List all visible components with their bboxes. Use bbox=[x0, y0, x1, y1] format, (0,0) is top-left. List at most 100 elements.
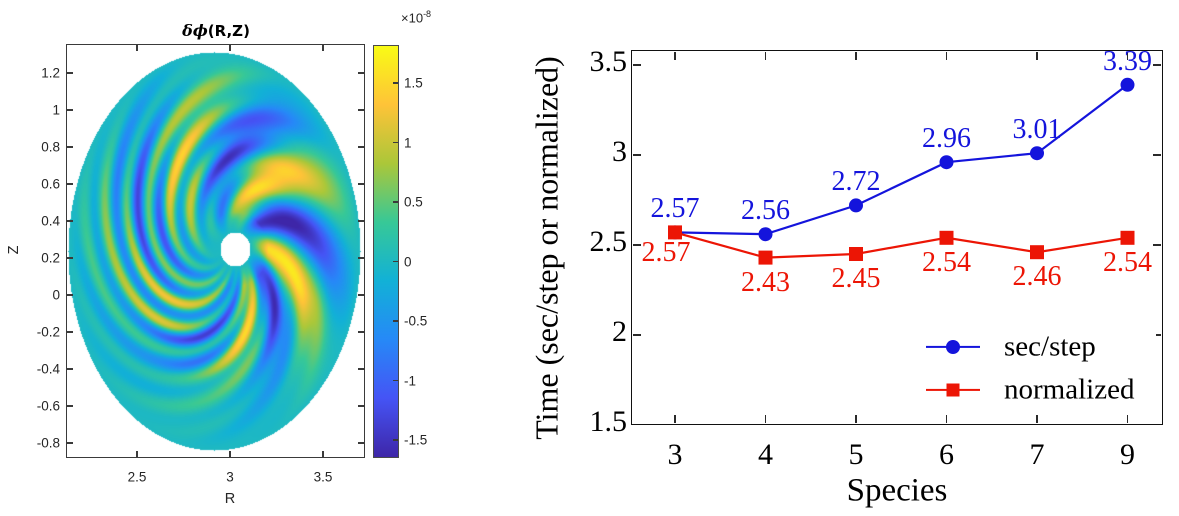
data-point-square bbox=[1030, 245, 1044, 260]
y-tick-mark bbox=[358, 220, 364, 222]
y-tick-mark bbox=[67, 146, 73, 148]
x-tick-label: 9 bbox=[1120, 438, 1135, 471]
x-tick-mark bbox=[1126, 52, 1129, 60]
x-tick-label: 3 bbox=[667, 438, 683, 471]
point-value-label: 2.57 bbox=[641, 237, 691, 269]
data-point-circle bbox=[849, 198, 863, 213]
colorbar-exponent-power: -8 bbox=[423, 9, 432, 19]
colorbar bbox=[373, 45, 399, 458]
y-tick-label: 1.5 bbox=[589, 405, 628, 438]
y-tick-label: 0.6 bbox=[41, 176, 60, 192]
x-tick-mark bbox=[322, 451, 324, 457]
y-tick-mark bbox=[358, 183, 364, 185]
data-point-circle bbox=[1030, 146, 1044, 161]
y-tick-mark bbox=[67, 368, 73, 370]
x-tick-mark bbox=[229, 451, 231, 457]
series-line-square bbox=[674, 231, 1128, 259]
left-yaxis-label: Z bbox=[6, 245, 22, 255]
point-value-label: 2.57 bbox=[650, 193, 700, 225]
legend-label-sec-step: sec/step bbox=[1004, 330, 1096, 363]
x-tick-mark bbox=[229, 45, 231, 51]
colorbar-exponent-mult: ×10 bbox=[401, 10, 424, 26]
colorbar-tick-label: -1 bbox=[404, 373, 417, 388]
left-xaxis-label: R bbox=[224, 491, 236, 507]
legend-entry-normalized: normalized bbox=[898, 370, 1156, 410]
left-axes-box bbox=[66, 44, 365, 458]
y-tick-mark bbox=[358, 294, 364, 296]
point-value-label: 3.01 bbox=[1012, 114, 1062, 146]
right-xaxis-label: Species bbox=[846, 472, 948, 509]
x-tick-mark bbox=[674, 415, 676, 423]
point-value-label: 2.56 bbox=[741, 195, 790, 227]
colorbar-tick-label: 0.5 bbox=[404, 194, 423, 210]
y-tick-label: 3.5 bbox=[589, 45, 628, 78]
colorbar-tick-mark bbox=[393, 320, 398, 322]
right-yaxis-label: Time (sec/step or normalized) bbox=[528, 56, 565, 440]
y-tick-mark bbox=[633, 154, 641, 156]
legend: sec/step normalized bbox=[898, 329, 1156, 413]
y-tick-mark bbox=[358, 109, 364, 111]
x-tick-label: 3 bbox=[226, 469, 234, 485]
heatmap-plot-area bbox=[66, 44, 365, 458]
data-point-square bbox=[849, 247, 863, 261]
x-tick-mark bbox=[945, 415, 948, 423]
y-tick-mark bbox=[633, 334, 641, 336]
y-tick-label: -0.6 bbox=[36, 398, 60, 414]
x-tick-mark bbox=[322, 45, 324, 51]
y-tick-mark bbox=[1153, 334, 1161, 336]
colorbar-tick-label: -0.5 bbox=[404, 313, 428, 329]
y-tick-mark bbox=[1153, 64, 1161, 66]
colorbar-tick-mark bbox=[393, 260, 398, 263]
x-tick-mark bbox=[136, 451, 138, 457]
y-tick-mark bbox=[633, 64, 641, 66]
y-tick-mark bbox=[67, 294, 73, 296]
x-tick-mark bbox=[764, 415, 767, 423]
x-tick-label: 4 bbox=[758, 438, 773, 471]
x-tick-mark bbox=[945, 52, 948, 60]
y-tick-label: 0 bbox=[52, 287, 60, 303]
left-plot-title: δϕ(R,Z) bbox=[182, 21, 250, 41]
x-tick-label: 2.5 bbox=[127, 469, 147, 485]
x-tick-mark bbox=[855, 52, 857, 60]
title-math-part: δϕ bbox=[182, 21, 208, 40]
legend-circle-marker-icon bbox=[946, 340, 960, 354]
colorbar-exponent-label: ×10-8 bbox=[401, 9, 431, 25]
x-tick-mark bbox=[1036, 52, 1038, 60]
y-tick-label: 3 bbox=[612, 135, 627, 168]
y-tick-label: 2.5 bbox=[589, 225, 628, 258]
colorbar-tick-mark bbox=[393, 141, 398, 144]
y-tick-mark bbox=[358, 257, 364, 259]
point-value-label: 2.72 bbox=[831, 166, 881, 198]
colorbar-tick-mark bbox=[393, 82, 398, 84]
y-tick-label: 0.2 bbox=[41, 250, 60, 266]
y-tick-mark bbox=[67, 183, 73, 185]
y-tick-mark bbox=[1153, 154, 1161, 156]
x-tick-mark bbox=[674, 52, 676, 60]
x-tick-label: 7 bbox=[1029, 438, 1045, 471]
y-tick-mark bbox=[67, 257, 73, 259]
colorbar-tick-mark bbox=[393, 439, 398, 441]
y-tick-label: 1.2 bbox=[41, 65, 60, 81]
y-tick-label: -0.4 bbox=[36, 361, 60, 377]
y-tick-mark bbox=[1153, 244, 1161, 246]
x-tick-mark bbox=[1036, 415, 1038, 423]
y-tick-label: 0.4 bbox=[41, 213, 60, 229]
x-tick-label: 3.5 bbox=[313, 469, 333, 485]
title-args-part: (R,Z) bbox=[207, 22, 250, 40]
colorbar-tick-label: 1.5 bbox=[404, 75, 423, 91]
point-value-label: 3.39 bbox=[1103, 45, 1152, 77]
y-tick-mark bbox=[633, 244, 641, 246]
y-tick-label: 2 bbox=[612, 315, 627, 348]
x-tick-mark bbox=[1126, 415, 1129, 423]
y-tick-label: 1 bbox=[52, 102, 60, 118]
y-tick-mark bbox=[358, 368, 364, 370]
data-point-circle bbox=[1120, 77, 1135, 92]
colorbar-tick-mark bbox=[393, 379, 398, 382]
point-value-label: 2.54 bbox=[1103, 246, 1152, 278]
colorbar-tick-label: -1.5 bbox=[404, 432, 428, 448]
colorbar-tick-label: 0 bbox=[404, 254, 412, 269]
y-tick-mark bbox=[67, 220, 73, 222]
y-tick-label: 0.8 bbox=[41, 139, 60, 155]
y-tick-mark bbox=[358, 405, 364, 407]
